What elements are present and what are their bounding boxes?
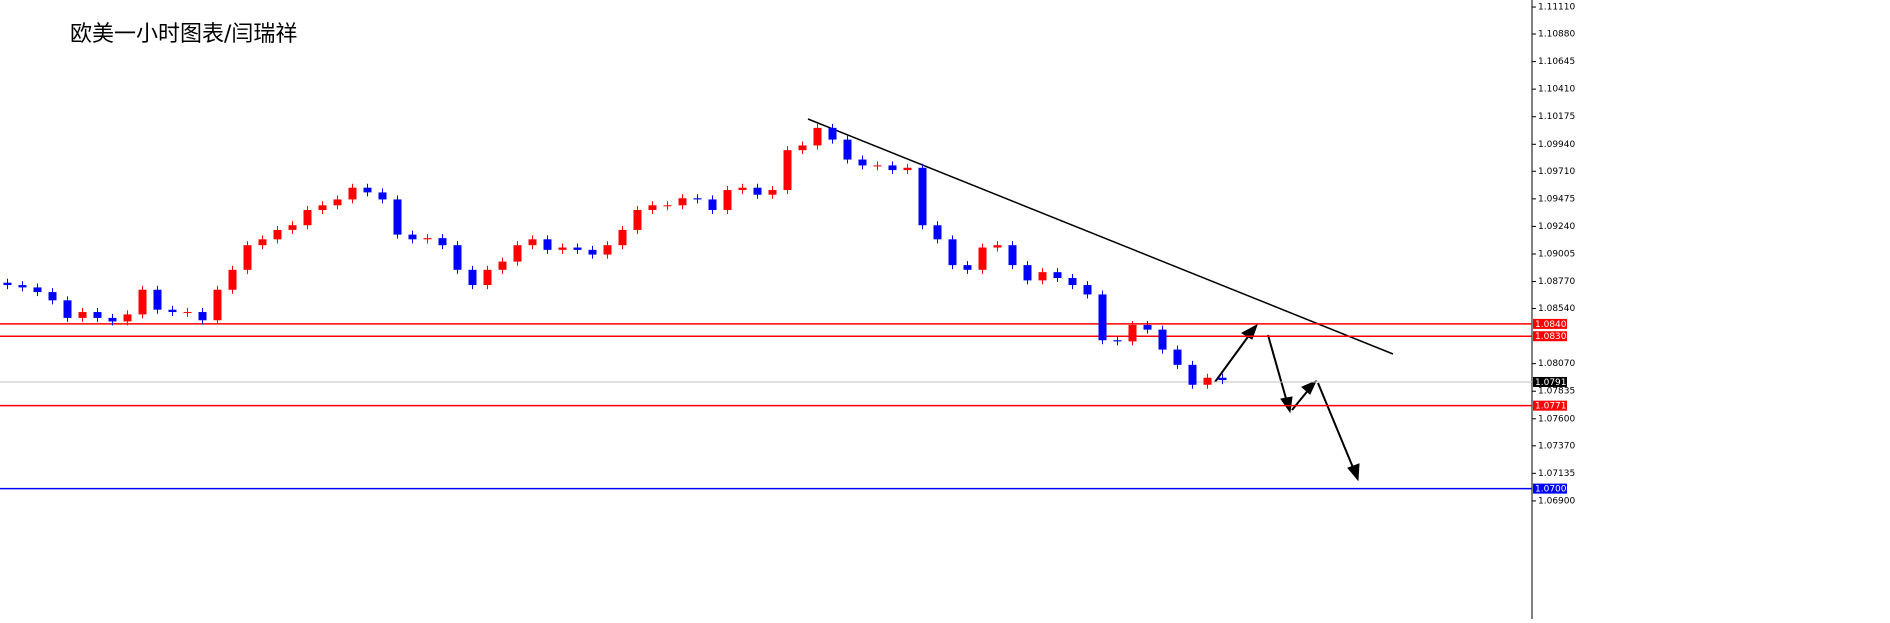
level-label-box — [1533, 318, 1567, 329]
y-tick-label: 1.10880 — [1538, 30, 1575, 40]
level-label: 1.08409 — [1535, 320, 1572, 330]
y-tick-label: 1.08070 — [1538, 359, 1575, 369]
y-tick-label: 1.10410 — [1538, 85, 1575, 95]
y-tick-label: 1.07370 — [1538, 441, 1575, 451]
level-label-box — [1533, 400, 1567, 411]
level-label-box — [1533, 376, 1567, 387]
trend-line — [807, 118, 1394, 355]
forecast-arrows — [1214, 323, 1360, 482]
y-tick-label: 1.11110 — [1538, 3, 1575, 13]
y-tick-label: 1.08770 — [1538, 277, 1575, 287]
y-tick-label: 1.09710 — [1538, 167, 1575, 177]
chart-title: 欧美一小时图表/闫瑞祥 — [70, 22, 297, 47]
y-tick-label: 1.07835 — [1538, 387, 1575, 397]
level-label-box — [1533, 483, 1567, 494]
y-tick-label: 1.07600 — [1538, 414, 1575, 424]
level-label: 1.07914 — [1535, 378, 1572, 388]
level-label: 1.07712 — [1535, 402, 1572, 412]
y-tick-label: 1.08540 — [1538, 304, 1575, 314]
level-label: 1.07005 — [1535, 485, 1572, 495]
y-tick-label: 1.09005 — [1538, 249, 1575, 259]
y-tick-label: 1.10175 — [1538, 112, 1575, 122]
y-tick-label: 1.06900 — [1538, 496, 1575, 506]
y-tick-label: 1.09240 — [1538, 222, 1575, 232]
y-tick-label: 1.09940 — [1538, 140, 1575, 150]
y-tick-label: 1.07135 — [1538, 469, 1575, 479]
y-tick-label: 1.09475 — [1538, 194, 1575, 204]
y-tick-label: 1.10645 — [1538, 57, 1575, 67]
level-label: 1.08304 — [1535, 332, 1572, 342]
level-label-box — [1533, 331, 1567, 342]
